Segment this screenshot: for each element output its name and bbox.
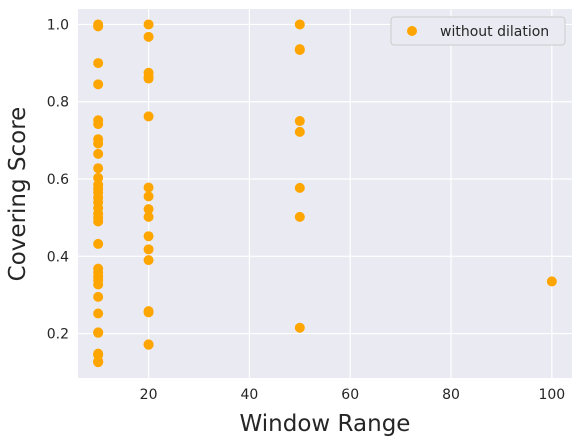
- data-point: [143, 111, 154, 122]
- y-tick-label: 1.0: [47, 17, 69, 33]
- data-point: [294, 116, 305, 127]
- x-tick-label: 60: [341, 387, 359, 403]
- data-point: [143, 191, 154, 202]
- data-point: [143, 255, 154, 266]
- y-tick-label: 0.8: [47, 95, 69, 111]
- data-point: [93, 216, 104, 227]
- data-point: [93, 279, 104, 290]
- data-point: [93, 291, 104, 302]
- x-tick-label: 20: [140, 387, 158, 403]
- data-point: [93, 238, 104, 249]
- x-axis-label: Window Range: [240, 411, 411, 437]
- data-points: [93, 19, 557, 368]
- data-point: [294, 44, 305, 55]
- data-point: [294, 322, 305, 333]
- data-point: [93, 58, 104, 69]
- data-point: [143, 19, 154, 30]
- data-point: [294, 19, 305, 30]
- data-point: [143, 244, 154, 255]
- data-point: [143, 231, 154, 242]
- data-point: [143, 307, 154, 318]
- data-point: [143, 204, 154, 215]
- data-point: [143, 211, 154, 222]
- data-point: [294, 182, 305, 193]
- y-tick-label: 0.2: [47, 327, 69, 343]
- x-tick-label: 40: [240, 387, 258, 403]
- legend: without dilation: [390, 16, 566, 46]
- data-point: [93, 357, 104, 368]
- data-point: [93, 119, 104, 130]
- data-point: [143, 31, 154, 42]
- x-tick-label: 100: [538, 387, 565, 403]
- data-point: [93, 138, 104, 149]
- data-point: [93, 79, 104, 90]
- x-tick-labels: 20 40 60 80 100: [140, 387, 566, 403]
- data-point: [143, 339, 154, 350]
- legend-marker: [407, 26, 417, 36]
- data-point: [93, 148, 104, 159]
- data-point: [93, 327, 104, 338]
- y-tick-label: 0.4: [47, 249, 69, 265]
- data-point: [546, 276, 557, 287]
- data-point: [143, 182, 154, 193]
- y-axis-label: Covering Score: [5, 107, 31, 282]
- data-point: [93, 308, 104, 319]
- data-point: [294, 211, 305, 222]
- data-point: [143, 73, 154, 84]
- legend-label: without dilation: [440, 24, 549, 40]
- data-point: [93, 172, 104, 183]
- data-point: [93, 163, 104, 174]
- data-point: [93, 21, 104, 32]
- data-point: [294, 126, 305, 137]
- x-tick-label: 80: [442, 387, 460, 403]
- legend-box: [390, 16, 566, 46]
- y-tick-label: 0.6: [47, 172, 69, 188]
- plot-area: [78, 9, 572, 378]
- y-tick-labels: 0.2 0.4 0.6 0.8 1.0: [47, 17, 69, 342]
